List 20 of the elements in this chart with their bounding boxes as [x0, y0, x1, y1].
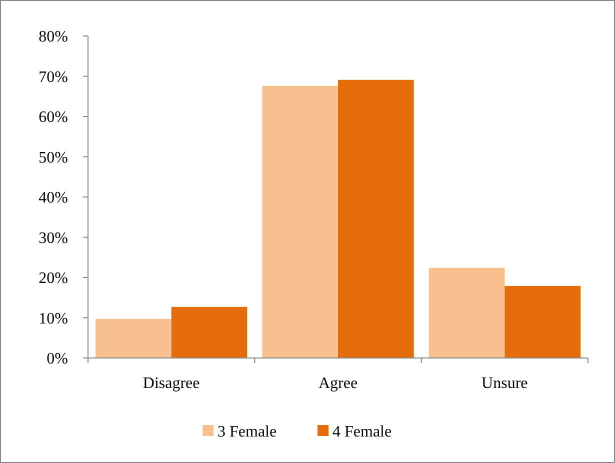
bar — [96, 318, 172, 358]
y-tick-label: 30% — [38, 230, 68, 247]
y-tick-label: 70% — [38, 68, 68, 86]
y-tick-label: 50% — [38, 149, 68, 166]
x-tick-label: Unsure — [482, 375, 528, 392]
bar — [428, 268, 505, 358]
x-tick-label: Disagree — [142, 375, 200, 392]
y-tick-label: 60% — [38, 109, 68, 126]
bar — [262, 86, 338, 358]
y-tick-label: 0% — [46, 350, 68, 368]
y-tick-label: 80% — [38, 28, 68, 46]
legend-label: 4 Female — [332, 424, 392, 441]
legend-label: 3 Female — [218, 424, 277, 441]
x-tick-label: Agree — [318, 375, 358, 392]
bar — [504, 286, 580, 358]
bar — [338, 80, 414, 358]
y-tick-label: 40% — [38, 190, 68, 207]
bar — [171, 306, 248, 358]
y-tick-label: 10% — [38, 310, 68, 328]
y-tick-label: 20% — [38, 270, 68, 288]
